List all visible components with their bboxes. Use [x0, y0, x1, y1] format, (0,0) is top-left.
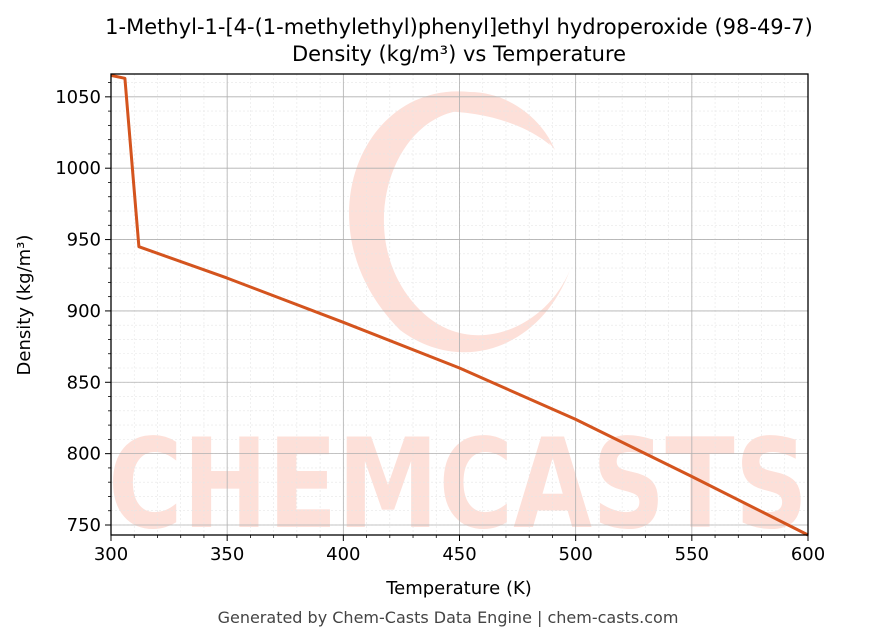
y-tick-label: 850 — [67, 372, 101, 393]
y-axis: 750 800 850 900 950 1000 1050 — [55, 82, 111, 536]
watermark: CHEMCASTS — [108, 91, 808, 557]
y-tick-label: 800 — [67, 444, 101, 465]
y-tick-label: 1050 — [55, 87, 101, 108]
x-tick-label: 300 — [94, 544, 128, 565]
footer-credit: Generated by Chem-Casts Data Engine | ch… — [217, 608, 679, 627]
y-tick-label: 1000 — [55, 158, 101, 179]
chart-subtitle: Density (kg/m³) vs Temperature — [292, 42, 626, 66]
density-line — [110, 73, 809, 537]
x-tick-label: 400 — [326, 544, 360, 565]
y-axis-label: Density (kg/m³) — [14, 235, 35, 376]
x-axis-label: Temperature (K) — [385, 578, 532, 599]
y-tick-label: 950 — [67, 230, 101, 251]
x-axis: 300 350 400 450 500 550 600 — [94, 535, 825, 565]
watermark-text: CHEMCASTS — [108, 413, 808, 557]
y-tick-label: 750 — [67, 515, 101, 536]
x-tick-label: 500 — [558, 544, 592, 565]
y-tick-label: 900 — [67, 301, 101, 322]
x-tick-label: 350 — [210, 544, 244, 565]
x-tick-label: 550 — [675, 544, 709, 565]
series-layer — [110, 73, 809, 537]
chart-title: 1-Methyl-1-[4-(1-methylethyl)phenyl]ethy… — [105, 15, 813, 39]
x-tick-label: 450 — [442, 544, 476, 565]
watermark-logo-arc — [420, 95, 550, 145]
x-tick-label: 600 — [791, 544, 825, 565]
